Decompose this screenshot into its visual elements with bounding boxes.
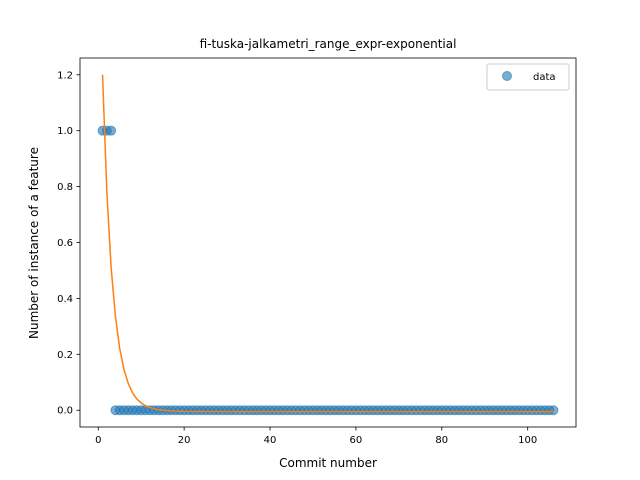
legend-label-data: data — [533, 72, 556, 83]
chart-title: fi-tuska-jalkametri_range_expr-exponenti… — [200, 37, 457, 51]
x-tick-label: 20 — [178, 435, 191, 446]
x-axis-label: Commit number — [279, 456, 377, 470]
y-tick-label: 0.4 — [57, 294, 73, 305]
y-tick-label: 1.0 — [57, 126, 73, 137]
legend-box — [486, 63, 570, 91]
plot-area — [97, 74, 559, 416]
y-tick-label: 1.2 — [57, 70, 73, 81]
x-tick-label: 100 — [518, 435, 537, 446]
data-point — [106, 125, 117, 136]
y-axis-label: Number of instance of a feature — [27, 147, 41, 339]
x-tick-label: 80 — [435, 435, 448, 446]
fit-line — [101, 74, 554, 413]
x-axis: 0 20 40 60 80 100 — [95, 427, 537, 446]
x-tick-label: 60 — [350, 435, 363, 446]
y-tick-label: 0.6 — [57, 238, 73, 249]
legend-marker-data — [502, 71, 512, 81]
y-tick-label: 0.2 — [57, 350, 73, 361]
data-point — [548, 405, 559, 416]
x-tick-label: 0 — [95, 435, 101, 446]
y-tick-label: 0.0 — [57, 406, 73, 417]
y-tick-label: 0.8 — [57, 182, 73, 193]
y-axis: 0.0 0.2 0.4 0.6 0.8 1.0 1.2 — [57, 70, 80, 417]
x-tick-label: 40 — [264, 435, 277, 446]
legend: data — [486, 63, 570, 91]
